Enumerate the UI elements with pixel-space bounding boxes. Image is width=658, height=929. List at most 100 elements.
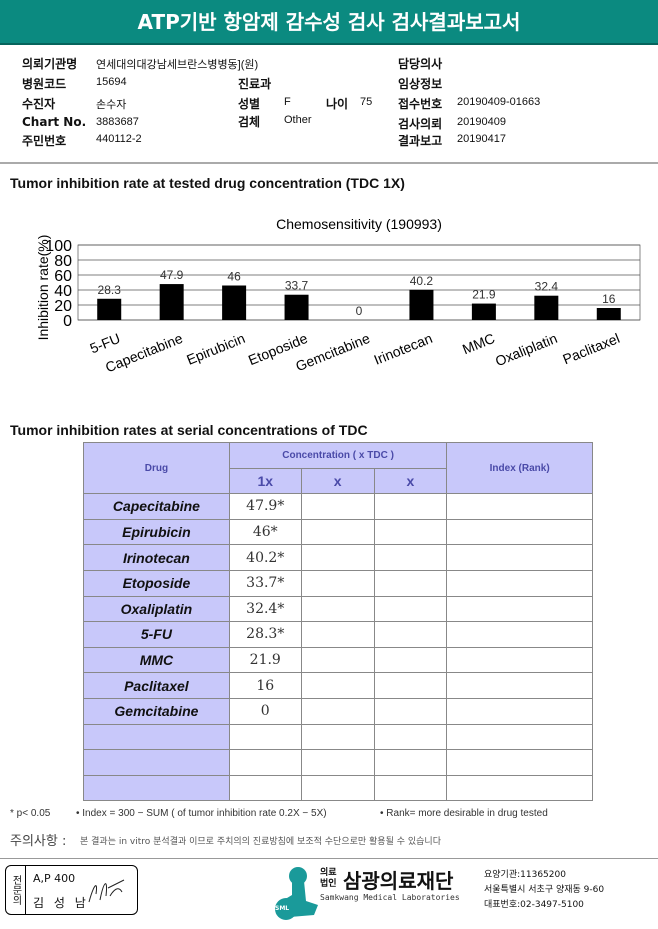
value-x bbox=[300, 518, 375, 546]
value-x bbox=[300, 723, 375, 751]
drug-name: Gemcitabine bbox=[83, 697, 230, 725]
value-x bbox=[373, 569, 448, 597]
y-tick-label: 40 bbox=[54, 283, 72, 300]
hospital-code-label: 병원코드 bbox=[22, 77, 67, 91]
value-1x bbox=[228, 774, 302, 802]
bar bbox=[534, 295, 559, 320]
bar bbox=[471, 303, 496, 320]
value-x bbox=[300, 672, 375, 699]
drug-name: Oxaliplatin bbox=[83, 595, 230, 623]
value-x bbox=[300, 544, 375, 571]
value-x bbox=[373, 672, 448, 699]
patient-value: 손수자 bbox=[96, 99, 127, 111]
drug-header: Drug bbox=[83, 441, 230, 495]
chart-title: Chemosensitivity (190993) bbox=[276, 216, 442, 232]
section1-title: Tumor inhibition rate at tested drug con… bbox=[10, 175, 405, 191]
index-rank bbox=[446, 544, 593, 571]
x-tick-label: Oxaliplatin bbox=[493, 330, 560, 369]
index-rank bbox=[446, 595, 593, 623]
x-tick-label: Paclitaxel bbox=[560, 330, 622, 367]
bar bbox=[596, 308, 621, 320]
value-x bbox=[373, 621, 448, 648]
hospital-code-value: 15694 bbox=[96, 76, 127, 88]
data-label: 21.9 bbox=[472, 288, 496, 302]
signature-code: A,P 400 bbox=[33, 872, 76, 885]
institution-code: 요양기관:11365200 bbox=[484, 870, 566, 880]
specimen-value: Other bbox=[284, 114, 312, 126]
signature-name: 김 성 남 bbox=[33, 896, 89, 910]
table-row: 5-FU 28.3* bbox=[83, 621, 593, 648]
x-tick-label: 5-FU bbox=[87, 330, 122, 356]
receipt-no-label: 접수번호 bbox=[398, 97, 443, 111]
x-tick-label: Epirubicin bbox=[184, 330, 247, 368]
data-label: 16 bbox=[602, 292, 616, 306]
value-x bbox=[373, 774, 448, 802]
resident-no-label: 주민번호 bbox=[22, 134, 67, 148]
value-x bbox=[373, 646, 448, 674]
request-date: 20190409 bbox=[457, 116, 506, 128]
table-row: MMC 21.9 bbox=[83, 646, 593, 674]
index-rank bbox=[446, 646, 593, 674]
resident-no-value: 440112-2 bbox=[96, 133, 142, 145]
value-x bbox=[373, 518, 448, 546]
index-rank bbox=[446, 569, 593, 597]
table-row: Epirubicin 46* bbox=[83, 518, 593, 546]
value-1x: 33.7* bbox=[228, 569, 302, 597]
value-x bbox=[373, 723, 448, 751]
y-tick-label: 80 bbox=[54, 253, 72, 270]
specimen-label: 검체 bbox=[238, 115, 261, 129]
drug-name: Capecitabine bbox=[83, 493, 230, 520]
handwritten-signature bbox=[88, 879, 125, 903]
concentration-header: Concentration ( x TDC ) bbox=[228, 442, 448, 469]
patient-label: 수진자 bbox=[22, 97, 56, 111]
sub-header-1x: 1x bbox=[228, 467, 302, 495]
index-rank bbox=[446, 672, 593, 699]
drug-name bbox=[83, 723, 230, 751]
drug-name: Irinotecan bbox=[83, 544, 230, 571]
index-rank bbox=[446, 518, 593, 546]
y-tick-label: 0 bbox=[63, 313, 72, 330]
data-label: 33.7 bbox=[285, 279, 309, 293]
request-label: 검사의뢰 bbox=[398, 117, 443, 131]
logo-prefix: 의료법인 bbox=[320, 868, 337, 889]
value-x bbox=[373, 544, 448, 571]
value-1x: 28.3* bbox=[228, 621, 302, 648]
value-x bbox=[373, 493, 448, 520]
index-rank bbox=[446, 749, 593, 776]
table-row bbox=[83, 749, 593, 776]
value-x bbox=[300, 646, 375, 674]
value-1x: 16 bbox=[228, 672, 302, 699]
drug-name: Epirubicin bbox=[83, 518, 230, 546]
x-tick-label: MMC bbox=[460, 330, 497, 357]
receipt-no-value: 20190409-01663 bbox=[457, 96, 541, 108]
report-label: 결과보고 bbox=[398, 134, 443, 148]
index-rank bbox=[446, 493, 593, 520]
table-row bbox=[83, 774, 593, 802]
signature-box: 전문의 A,P 400 김 성 남 bbox=[5, 865, 138, 915]
table-row: Capecitabine 47.9* bbox=[83, 493, 593, 520]
sex-value: F bbox=[284, 96, 291, 108]
table-row: Paclitaxel 16 bbox=[83, 672, 593, 699]
index-rank bbox=[446, 723, 593, 751]
chart-no-value: 3883687 bbox=[96, 116, 139, 128]
data-label: 32.4 bbox=[535, 280, 559, 294]
divider bbox=[0, 162, 658, 164]
caution-text: 본 결과는 in vitro 분석결과 이므로 주치의의 진료방침에 보조적 수… bbox=[80, 837, 441, 847]
data-label: 28.3 bbox=[98, 283, 122, 297]
value-1x bbox=[228, 749, 302, 776]
logo-mark: SML bbox=[275, 905, 290, 912]
table-row: Irinotecan 40.2* bbox=[83, 544, 593, 571]
drug-name: MMC bbox=[83, 646, 230, 674]
value-1x: 47.9* bbox=[228, 493, 302, 520]
x-tick-label: Irinotecan bbox=[372, 330, 435, 368]
address: 서울특별시 서초구 양재동 9-60 bbox=[484, 885, 605, 895]
index-rank bbox=[446, 697, 593, 725]
chart-no-label: Chart No. bbox=[22, 115, 87, 129]
table-row: Etoposide 33.7* bbox=[83, 569, 593, 597]
age-value: 75 bbox=[360, 96, 373, 108]
bar-chart: Chemosensitivity (190993) Inhibition rate… bbox=[35, 216, 641, 375]
y-tick-label: 60 bbox=[54, 268, 72, 285]
institution-value: 연세대의대강남세브란스병병동](원) bbox=[96, 59, 259, 71]
table-row: Oxaliplatin 32.4* bbox=[83, 595, 593, 623]
bar bbox=[222, 285, 247, 320]
